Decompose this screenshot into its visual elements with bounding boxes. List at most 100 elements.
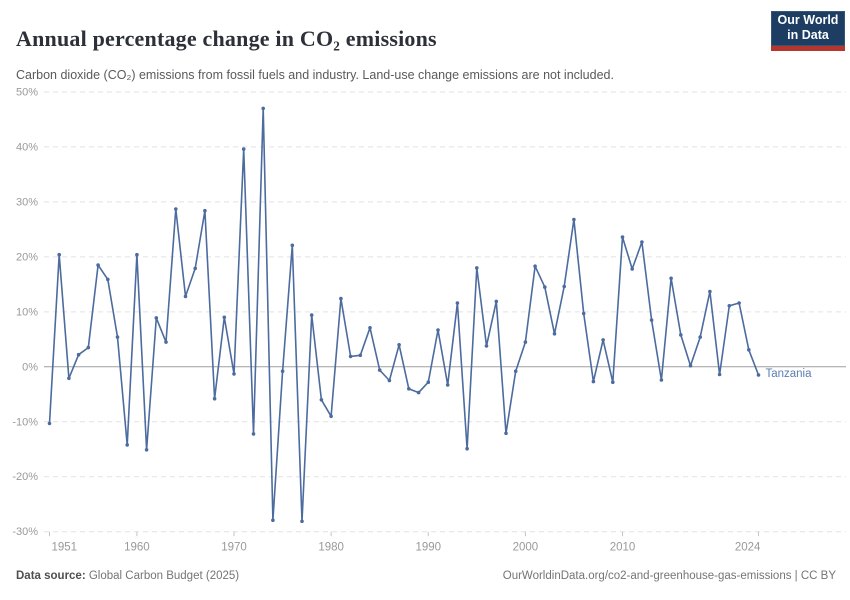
- data-point[interactable]: [475, 266, 479, 270]
- data-point[interactable]: [504, 431, 508, 436]
- data-point[interactable]: [572, 217, 576, 222]
- data-point[interactable]: [620, 235, 625, 239]
- data-point[interactable]: [426, 380, 431, 385]
- x-axis-tick-label: 1960: [124, 542, 150, 554]
- chart-subtitle: Carbon dioxide (CO₂) emissions from foss…: [16, 67, 614, 82]
- data-point[interactable]: [125, 443, 129, 447]
- data-point[interactable]: [339, 296, 343, 301]
- data-point[interactable]: [251, 432, 256, 436]
- data-point[interactable]: [377, 368, 382, 372]
- data-point[interactable]: [309, 313, 314, 317]
- data-point[interactable]: [484, 344, 489, 348]
- data-point[interactable]: [115, 335, 120, 339]
- owid-link[interactable]: OurWorldinData.org/co2-and-greenhouse-ga…: [502, 570, 836, 582]
- data-point[interactable]: [659, 378, 664, 382]
- data-point[interactable]: [135, 252, 139, 257]
- owid-logo-line2: in Data: [787, 28, 829, 42]
- data-point[interactable]: [407, 387, 411, 391]
- data-point[interactable]: [727, 304, 732, 308]
- data-point[interactable]: [348, 354, 353, 359]
- data-point[interactable]: [86, 345, 91, 350]
- data-point[interactable]: [737, 301, 741, 305]
- data-point[interactable]: [397, 343, 401, 347]
- x-axis-tick-label: 1980: [318, 542, 344, 554]
- x-axis-tick-label: 2024: [735, 542, 761, 554]
- data-source-note: Data source: Global Carbon Budget (2025): [16, 570, 239, 582]
- data-point[interactable]: [164, 340, 168, 344]
- data-point[interactable]: [708, 289, 712, 294]
- data-point[interactable]: [106, 277, 110, 282]
- chart-title: Annual percentage change in CO₂ emission…: [16, 25, 437, 51]
- y-axis-tick-label: 20%: [16, 251, 38, 263]
- data-point[interactable]: [212, 396, 217, 401]
- data-point[interactable]: [358, 353, 363, 358]
- data-point[interactable]: [300, 519, 304, 524]
- data-point[interactable]: [445, 383, 450, 387]
- data-point[interactable]: [591, 379, 596, 384]
- data-point[interactable]: [271, 518, 275, 522]
- data-point[interactable]: [562, 284, 566, 289]
- data-point[interactable]: [47, 421, 52, 426]
- data-point[interactable]: [319, 398, 324, 402]
- data-point[interactable]: [232, 372, 236, 376]
- y-axis-tick-label: 10%: [16, 306, 38, 318]
- data-point[interactable]: [436, 328, 440, 332]
- data-point[interactable]: [630, 267, 634, 271]
- data-point[interactable]: [611, 380, 615, 385]
- x-axis-tick-label: 1951: [52, 542, 78, 554]
- data-point[interactable]: [747, 348, 751, 352]
- data-point[interactable]: [144, 448, 149, 452]
- data-point[interactable]: [455, 301, 460, 305]
- data-point[interactable]: [67, 376, 71, 381]
- data-point[interactable]: [756, 373, 761, 377]
- data-point[interactable]: [96, 263, 100, 267]
- data-source-value: Global Carbon Budget (2025): [85, 570, 240, 582]
- x-axis-tick-label: 1970: [221, 542, 247, 554]
- x-axis-tick-label: 2000: [513, 542, 539, 554]
- y-axis-tick-label: 30%: [16, 196, 38, 208]
- x-axis-tick-label: 2010: [610, 542, 636, 554]
- data-point[interactable]: [76, 352, 81, 357]
- data-point[interactable]: [717, 372, 722, 377]
- y-axis-tick-label: 0%: [22, 361, 38, 373]
- data-point[interactable]: [523, 340, 528, 344]
- data-point[interactable]: [698, 335, 702, 339]
- y-axis-tick-label: 40%: [16, 141, 38, 153]
- data-point[interactable]: [679, 333, 683, 337]
- data-point[interactable]: [368, 326, 372, 330]
- data-point[interactable]: [174, 207, 178, 211]
- data-point[interactable]: [329, 414, 333, 419]
- data-point[interactable]: [513, 369, 518, 374]
- owid-logo[interactable]: Our World in Data: [771, 11, 845, 51]
- data-point[interactable]: [688, 363, 693, 368]
- y-axis-tick-label: 50%: [16, 86, 38, 98]
- data-source-label: Data source:: [16, 570, 86, 582]
- data-point[interactable]: [261, 106, 266, 111]
- data-point[interactable]: [601, 338, 605, 342]
- data-point[interactable]: [57, 252, 61, 257]
- data-line-tanzania[interactable]: [48, 107, 760, 523]
- data-point[interactable]: [552, 332, 557, 336]
- y-axis-tick-label: -30%: [12, 526, 38, 538]
- y-axis-tick-label: -10%: [12, 416, 38, 428]
- data-point[interactable]: [543, 285, 547, 289]
- data-point[interactable]: [203, 208, 207, 213]
- data-point[interactable]: [222, 315, 227, 320]
- data-point[interactable]: [416, 390, 421, 395]
- data-point[interactable]: [533, 264, 537, 269]
- data-point[interactable]: [290, 243, 295, 248]
- data-point[interactable]: [465, 446, 469, 451]
- data-point[interactable]: [183, 294, 188, 299]
- data-point[interactable]: [494, 299, 499, 304]
- data-point[interactable]: [669, 276, 673, 281]
- data-point[interactable]: [154, 316, 159, 320]
- data-point[interactable]: [193, 266, 197, 271]
- data-point[interactable]: [581, 311, 586, 316]
- data-point[interactable]: [640, 240, 644, 244]
- data-point[interactable]: [280, 369, 285, 374]
- data-point[interactable]: [649, 318, 654, 322]
- data-point[interactable]: [387, 378, 392, 383]
- data-point[interactable]: [241, 147, 246, 151]
